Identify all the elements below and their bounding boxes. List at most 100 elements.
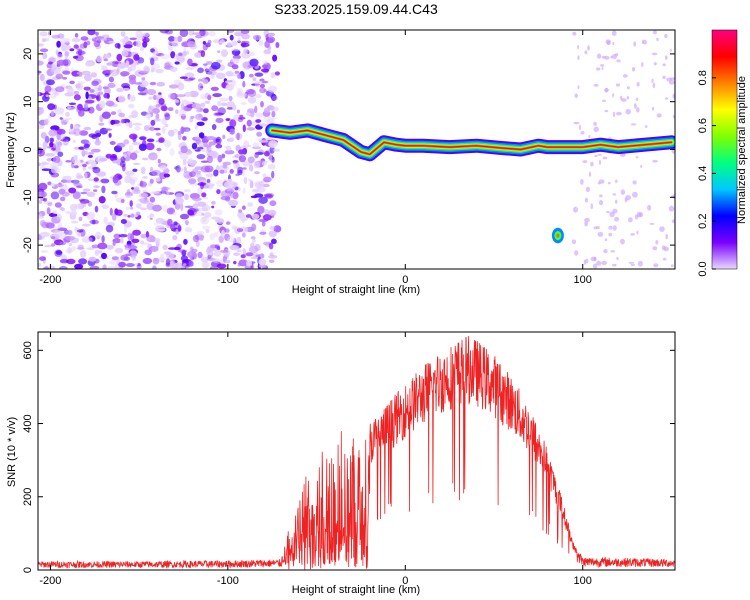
noise-speck <box>81 149 86 157</box>
noise-speck <box>57 141 62 148</box>
noise-speck <box>155 217 164 224</box>
noise-speck <box>180 103 185 111</box>
noise-speck <box>225 118 231 122</box>
noise-speck <box>188 178 197 185</box>
noise-speck <box>146 138 155 143</box>
noise-speck <box>268 230 277 238</box>
noise-speck <box>80 191 88 195</box>
noise-speck <box>168 40 172 46</box>
noise-speck <box>38 147 43 155</box>
noise-speck <box>178 249 188 253</box>
noise-speck <box>194 233 205 241</box>
noise-speck <box>236 228 244 233</box>
noise-speck <box>269 252 274 257</box>
heatmap-ytick-label: 0 <box>22 146 34 152</box>
noise-speck <box>185 128 190 132</box>
noise-speck <box>632 191 638 198</box>
noise-speck <box>49 142 54 148</box>
noise-speck <box>79 199 90 204</box>
noise-speck <box>146 111 152 115</box>
noise-speck <box>169 148 175 157</box>
noise-speck <box>213 250 221 257</box>
noise-speck <box>214 209 223 216</box>
colorbar-tick-label: 0.8 <box>697 70 709 85</box>
noise-speck <box>79 130 89 136</box>
noise-speck <box>93 189 98 192</box>
noise-speck <box>55 50 59 55</box>
noise-speck <box>170 51 176 59</box>
noise-speck <box>98 85 102 92</box>
noise-speck <box>91 244 100 249</box>
noise-speck <box>141 77 146 81</box>
noise-speck <box>56 133 62 140</box>
noise-speck <box>173 221 178 226</box>
noise-speck <box>164 113 171 121</box>
noise-speck <box>167 129 175 137</box>
noise-speck <box>85 72 89 77</box>
noise-speck <box>66 258 76 265</box>
noise-speck <box>153 127 161 131</box>
noise-speck <box>62 210 71 213</box>
noise-speck <box>233 252 241 256</box>
noise-speck <box>125 122 130 127</box>
noise-speck <box>71 220 79 224</box>
noise-speck <box>636 230 639 235</box>
noise-speck <box>124 244 132 248</box>
noise-speck <box>264 194 273 199</box>
noise-speck <box>259 123 268 127</box>
noise-speck <box>67 105 72 110</box>
noise-speck <box>56 53 63 58</box>
noise-speck <box>251 223 257 232</box>
noise-speck <box>256 131 262 137</box>
noise-speck <box>217 50 221 53</box>
noise-speck <box>65 160 72 163</box>
noise-speck <box>142 41 148 48</box>
noise-speck <box>649 222 655 225</box>
noise-speck <box>46 207 51 215</box>
noise-speck <box>55 86 65 93</box>
noise-speck <box>271 110 276 118</box>
noise-speck <box>120 156 126 163</box>
noise-speck <box>573 121 580 125</box>
noise-speck <box>87 30 96 36</box>
noise-speck <box>140 200 150 204</box>
noise-speck <box>664 55 668 60</box>
noise-speck <box>215 112 225 116</box>
noise-speck <box>189 171 196 178</box>
noise-speck <box>630 233 635 236</box>
noise-speck <box>224 150 235 155</box>
noise-speck <box>601 55 606 59</box>
noise-speck <box>114 42 121 49</box>
noise-speck <box>94 139 101 146</box>
noise-speck <box>252 77 257 82</box>
noise-speck <box>247 144 252 148</box>
noise-speck <box>266 118 275 125</box>
noise-speck <box>125 194 132 199</box>
noise-speck <box>200 50 206 58</box>
noise-speck <box>78 146 85 150</box>
noise-speck <box>184 193 189 200</box>
noise-speck <box>612 111 616 117</box>
noise-speck <box>207 94 212 101</box>
noise-speck <box>259 160 269 163</box>
noise-speck <box>81 236 92 243</box>
noise-speck <box>631 67 636 72</box>
noise-speck <box>71 156 78 164</box>
noise-speck <box>72 139 76 144</box>
noise-speck <box>134 82 143 85</box>
noise-speck <box>232 245 240 251</box>
noise-speck <box>51 243 56 247</box>
noise-speck <box>253 160 261 169</box>
noise-speck <box>262 214 272 221</box>
noise-speck <box>216 263 227 269</box>
noise-speck <box>234 226 241 234</box>
noise-speck <box>38 91 41 97</box>
noise-speck <box>184 72 195 78</box>
noise-speck <box>133 162 141 166</box>
noise-speck <box>255 119 262 123</box>
noise-speck <box>181 265 186 269</box>
noise-speck <box>268 259 275 263</box>
noise-speck <box>254 182 263 189</box>
snr-xtick-label: 100 <box>574 575 592 587</box>
noise-speck <box>51 34 60 39</box>
